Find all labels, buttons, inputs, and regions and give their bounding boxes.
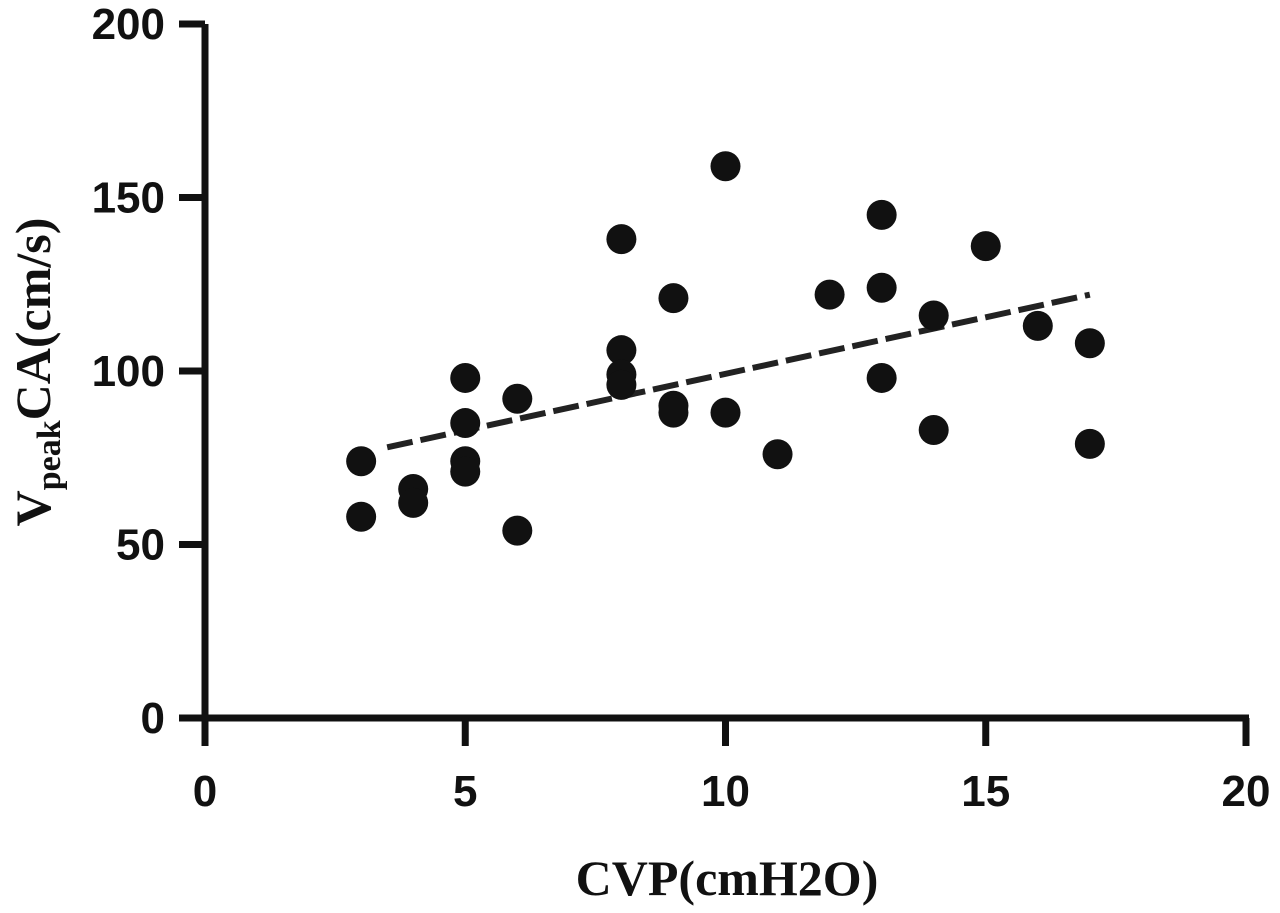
x-axis-title: CVP(cmH2O): [576, 850, 879, 906]
data-point: [450, 408, 481, 439]
x-tick-label: 20: [1222, 767, 1271, 816]
x-tick-label: 15: [961, 767, 1010, 816]
data-point: [606, 369, 637, 400]
y-tick-label: 150: [92, 174, 165, 223]
data-point: [1074, 428, 1105, 459]
data-point: [658, 283, 689, 314]
data-point: [346, 501, 377, 532]
data-point: [1074, 328, 1105, 359]
data-point: [502, 383, 533, 414]
x-tick-label: 10: [701, 767, 750, 816]
y-axis-title-suffix: CA(cm/s): [5, 218, 61, 421]
data-point: [450, 362, 481, 393]
data-point: [866, 199, 897, 230]
data-point: [866, 362, 897, 393]
y-axis-title-prefix: V: [5, 490, 61, 526]
data-points: [346, 151, 1105, 546]
trendline-group: [386, 291, 1091, 451]
y-axis-title: VpeakCA(cm/s): [5, 218, 68, 527]
x-tick-label: 0: [193, 767, 217, 816]
y-axis-title-subscript: peak: [31, 420, 68, 490]
data-point: [866, 272, 897, 303]
y-tick-label: 100: [92, 347, 165, 396]
data-point: [918, 414, 949, 445]
data-point: [502, 515, 533, 546]
data-point: [762, 439, 793, 470]
data-point: [658, 397, 689, 428]
x-tick-label: 5: [453, 767, 477, 816]
data-point: [814, 279, 845, 310]
data-point: [606, 335, 637, 366]
data-point: [1022, 310, 1053, 341]
data-point: [606, 224, 637, 255]
y-tick-label: 200: [92, 0, 165, 49]
data-point: [346, 446, 377, 477]
data-point: [918, 300, 949, 331]
y-tick-label: 0: [141, 694, 165, 743]
axis-labels: CVP(cmH2O) VpeakCA(cm/s): [5, 218, 878, 906]
data-point: [970, 231, 1001, 262]
data-point: [710, 397, 741, 428]
trendline: [386, 291, 1091, 451]
y-tick-label: 50: [116, 521, 165, 570]
data-point: [710, 151, 741, 182]
data-point: [450, 456, 481, 487]
axes: 0 50 100 150 200 0 5 10 15 20: [92, 0, 1271, 816]
data-point: [398, 487, 429, 518]
